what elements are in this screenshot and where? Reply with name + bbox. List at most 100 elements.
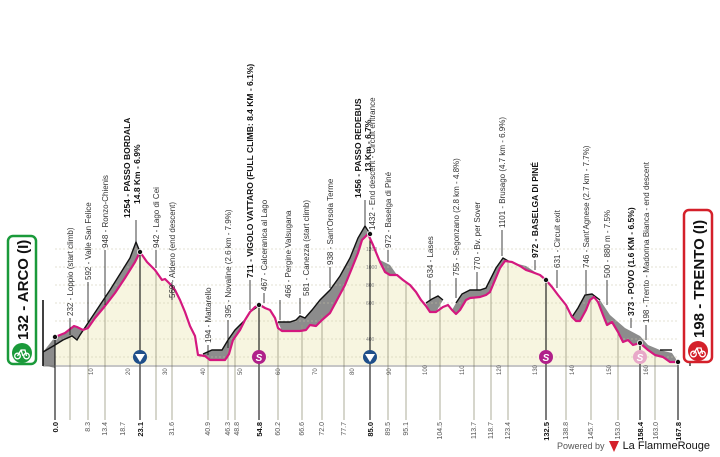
svg-text:20: 20 (126, 368, 132, 375)
bike-icon (14, 349, 30, 360)
flamme-rouge-logo-icon (608, 440, 619, 452)
svg-text:194 - Mattarello: 194 - Mattarello (204, 287, 213, 343)
climb-outline-4 (425, 295, 444, 304)
svg-text:466 - Pergine Valsugana: 466 - Pergine Valsugana (284, 210, 293, 298)
svg-text:123.4: 123.4 (505, 422, 512, 440)
svg-text:118.7: 118.7 (488, 422, 495, 439)
svg-text:569 - Aldeno (end descent): 569 - Aldeno (end descent) (168, 202, 177, 298)
svg-text:1200: 1200 (366, 247, 377, 253)
svg-text:113.7: 113.7 (471, 422, 478, 439)
svg-text:95.1: 95.1 (403, 422, 410, 436)
powered-by-label: Powered by (557, 441, 605, 451)
svg-text:60.2: 60.2 (275, 422, 282, 436)
brand-label: La FlammeRouge (622, 440, 710, 452)
climb-outline-5 (455, 257, 511, 304)
svg-text:14.8 Km - 6.9%: 14.8 Km - 6.9% (132, 144, 142, 204)
svg-text:77.7: 77.7 (341, 422, 348, 436)
svg-text:145.7: 145.7 (588, 422, 595, 440)
svg-text:1254 - PASSO BORDALA: 1254 - PASSO BORDALA (122, 118, 132, 218)
svg-text:31.6: 31.6 (169, 422, 176, 436)
profile-grey-area-4 (373, 245, 397, 275)
svg-text:120: 120 (497, 364, 503, 375)
svg-text:132.5: 132.5 (542, 422, 551, 441)
start-badge: 132 - ARCO (I) (6, 234, 38, 366)
svg-text:85.0: 85.0 (366, 422, 375, 437)
km-minor-ticks: 10 20 30 40 50 60 70 80 90 100 110 120 1… (89, 364, 650, 375)
profile-grey-area-8 (598, 300, 678, 362)
svg-text:S: S (637, 353, 644, 364)
gpm-marker-redebus (363, 350, 377, 364)
svg-text:138.8: 138.8 (563, 422, 570, 440)
climb-outline (42, 240, 141, 353)
svg-text:1456 - PASSO REDEBUS: 1456 - PASSO REDEBUS (353, 98, 363, 198)
sprint-marker-calceranica: S (252, 350, 266, 364)
svg-text:198 - Trento - Madonna Bianca: 198 - Trento - Madonna Bianca - end desc… (642, 161, 651, 323)
svg-text:972 - BASELGA DI PINÉ: 972 - BASELGA DI PINÉ (530, 162, 540, 258)
svg-text:48.8: 48.8 (234, 422, 241, 436)
route-line (54, 232, 678, 364)
svg-text:150: 150 (607, 364, 613, 375)
svg-text:1432 - End descent - Circuit e: 1432 - End descent - Circuit entrance (368, 97, 377, 230)
svg-text:160: 160 (644, 364, 650, 375)
svg-text:770 - Bv. per Sover: 770 - Bv. per Sover (473, 201, 482, 270)
svg-text:634 - Lases: 634 - Lases (426, 236, 435, 278)
svg-text:40: 40 (201, 368, 207, 375)
svg-text:746 - Sant'Agnese (2.7 km - 7.: 746 - Sant'Agnese (2.7 km - 7.7%) (582, 145, 591, 268)
svg-text:581 - Canezza (start climb): 581 - Canezza (start climb) (302, 200, 311, 296)
svg-text:232 - Loppio (start climb): 232 - Loppio (start climb) (66, 227, 75, 316)
svg-text:1000: 1000 (366, 265, 377, 271)
svg-text:80: 80 (350, 368, 356, 375)
svg-text:40.9: 40.9 (205, 422, 212, 436)
svg-text:13.4: 13.4 (102, 422, 109, 436)
waypoint-lines (69, 262, 656, 420)
sprint-marker-povo: S (633, 350, 647, 364)
svg-text:0.0: 0.0 (51, 422, 60, 432)
svg-text:30: 30 (163, 368, 169, 375)
sprint-marker-baselga: S (539, 350, 553, 364)
svg-text:972 - Baselga di Piné: 972 - Baselga di Piné (384, 171, 393, 248)
svg-text:90: 90 (387, 368, 393, 375)
svg-text:8.3: 8.3 (85, 422, 92, 432)
svg-text:60: 60 (276, 368, 282, 375)
svg-text:72.0: 72.0 (319, 422, 326, 436)
svg-text:1101 - Brusago (4.7 km - 6.9%): 1101 - Brusago (4.7 km - 6.9%) (498, 117, 507, 228)
svg-text:13 Km - 6.7%: 13 Km - 6.7% (363, 119, 373, 172)
footer: Powered by La FlammeRouge (557, 440, 710, 452)
waypoint-labels: 232 - Loppio (start climb) 592 - Valle S… (66, 64, 651, 343)
svg-text:163.0: 163.0 (653, 422, 660, 440)
svg-text:66.6: 66.6 (299, 422, 306, 436)
svg-text:130: 130 (533, 364, 539, 375)
bike-icon-finish (690, 347, 706, 358)
svg-text:942 - Lago di Cei: 942 - Lago di Cei (152, 187, 161, 248)
svg-text:46.3: 46.3 (225, 422, 232, 436)
profile-grey-area-2 (203, 305, 262, 360)
climb-outline-3 (278, 224, 371, 323)
gpm-marker-bordala (133, 350, 147, 364)
climb-outline-6 (571, 293, 601, 318)
waypoint-dots (52, 230, 682, 365)
svg-text:711 - VIGOLO VATTARO (FULL CLI: 711 - VIGOLO VATTARO (FULL CLIMB: 8.4 KM… (245, 64, 255, 278)
svg-text:S: S (256, 353, 263, 364)
svg-text:23.1: 23.1 (136, 422, 145, 437)
svg-text:467 - Calceranica al Lago: 467 - Calceranica al Lago (260, 199, 269, 291)
svg-text:938 - Sant'Orsola Terme: 938 - Sant'Orsola Terme (326, 178, 335, 265)
svg-text:100: 100 (423, 364, 429, 375)
svg-text:140: 140 (570, 364, 576, 375)
profile-cream-area (55, 234, 678, 365)
svg-text:755 - Segonzano (2.8 km - 4.8%: 755 - Segonzano (2.8 km - 4.8%) (452, 158, 461, 276)
svg-text:S: S (543, 353, 550, 364)
profile-grey-area-5 (426, 296, 443, 312)
svg-text:373 - POVO (1.6 KM - 6.5%): 373 - POVO (1.6 KM - 6.5%) (626, 207, 636, 316)
svg-text:10: 10 (89, 368, 95, 375)
svg-text:167.8: 167.8 (674, 422, 683, 441)
svg-text:631 - Circuit exit: 631 - Circuit exit (553, 209, 562, 268)
svg-text:395 - Novaline (2.6 km - 7.9%): 395 - Novaline (2.6 km - 7.9%) (224, 209, 233, 318)
svg-text:18.7: 18.7 (120, 422, 127, 436)
finish-badge: 198 - TRENTO (I) (682, 208, 714, 364)
finish-city-label: 198 - TRENTO (I) (691, 220, 708, 338)
svg-text:50: 50 (238, 368, 244, 375)
svg-text:592 - Valle San Felice: 592 - Valle San Felice (84, 202, 93, 280)
svg-text:153.0: 153.0 (615, 422, 622, 440)
svg-text:948 - Ronzo-Chienis: 948 - Ronzo-Chienis (101, 175, 110, 248)
